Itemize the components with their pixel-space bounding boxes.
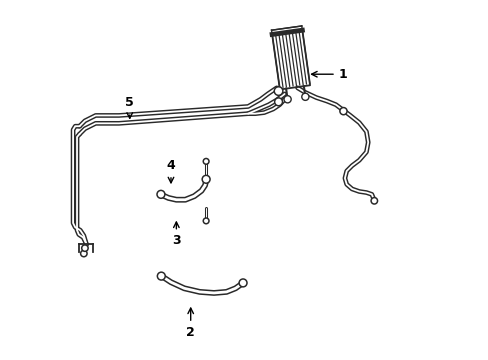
Circle shape [157,190,164,198]
Circle shape [81,250,87,257]
Circle shape [301,93,308,100]
Circle shape [339,108,346,115]
Polygon shape [271,26,302,35]
Circle shape [203,158,208,164]
Circle shape [157,272,165,280]
Circle shape [284,96,290,103]
Text: 3: 3 [172,222,180,247]
Text: 1: 1 [311,68,347,81]
Circle shape [370,198,377,204]
Text: 2: 2 [186,308,195,339]
Circle shape [202,175,210,183]
Circle shape [239,279,246,287]
Text: 5: 5 [125,96,134,118]
Circle shape [203,218,208,224]
Circle shape [274,87,282,95]
Circle shape [274,98,282,106]
Text: 4: 4 [166,159,175,183]
Circle shape [81,245,88,251]
